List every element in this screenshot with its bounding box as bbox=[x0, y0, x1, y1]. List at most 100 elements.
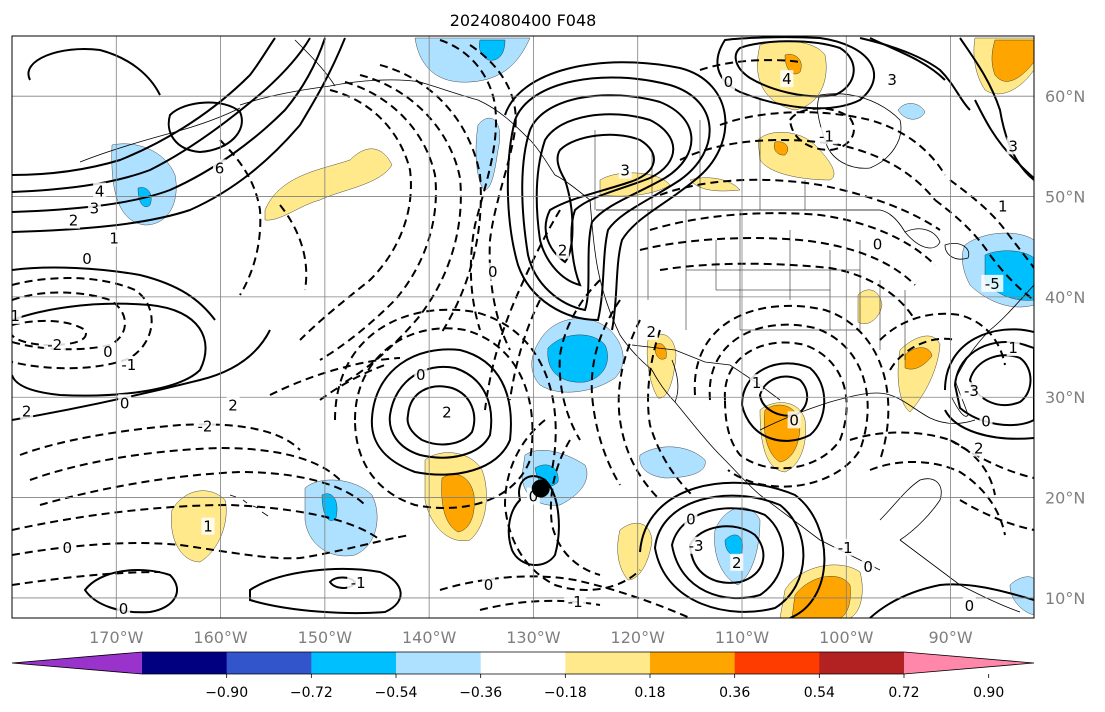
bering-coast bbox=[294, 39, 336, 87]
contour-label: -3 bbox=[689, 537, 704, 555]
contour-label-background bbox=[871, 235, 885, 253]
dcontour-north-pacific-loop-2 bbox=[439, 39, 497, 331]
contour-aleutian-high-1 bbox=[12, 37, 346, 233]
contour-label: 2 bbox=[974, 439, 984, 457]
contour-label-background bbox=[979, 412, 993, 430]
colorbar-segment bbox=[565, 652, 651, 674]
contour-subtropical-low-inner bbox=[406, 385, 476, 446]
contour-south-high-3 bbox=[639, 481, 826, 618]
colorbar-segment bbox=[142, 652, 228, 674]
negative-contours bbox=[12, 39, 1034, 618]
contour-label: 0 bbox=[965, 597, 975, 615]
contour-label: -1 bbox=[351, 574, 366, 592]
contour-label-background bbox=[564, 592, 587, 610]
contour-label-background bbox=[834, 538, 857, 556]
dcontour-mexico-ring-3 bbox=[693, 304, 890, 461]
colorbar-tick-label: 0.36 bbox=[719, 685, 750, 701]
contour-label-background bbox=[118, 394, 132, 412]
dcontour-west-low-2 bbox=[12, 277, 153, 370]
longitude-tick-label: 110°W bbox=[715, 628, 770, 647]
dcontour-east-pacific-1 bbox=[484, 209, 561, 411]
longitude-tick-labels: 170°W 160°W 150°W 140°W 130°W 120°W 110°W 100°W… bbox=[89, 628, 973, 647]
contour-label-background bbox=[996, 197, 1010, 215]
contour-pacific-high-west bbox=[12, 302, 207, 397]
contour-label-background bbox=[787, 411, 801, 429]
contour-east-low-inner bbox=[968, 354, 1032, 406]
dcontour-south-east-1 bbox=[439, 575, 691, 618]
contour-north-central-2 bbox=[12, 266, 216, 321]
contour-south-pacific-1 bbox=[249, 568, 402, 615]
contour-label-background bbox=[486, 262, 500, 280]
contour-label: 0 bbox=[789, 411, 799, 429]
dcontour-south-pacific-1 bbox=[12, 534, 411, 560]
dcontour-baja-1 bbox=[558, 279, 601, 441]
dcontour-northeast-2 bbox=[949, 179, 1034, 269]
contour-label: 1 bbox=[109, 230, 119, 248]
dcontour-us-plains-1 bbox=[639, 237, 916, 286]
contour-label: 2 bbox=[558, 242, 568, 260]
contour-label: 1 bbox=[10, 307, 20, 325]
contour-label: -2 bbox=[47, 336, 62, 354]
latitude-tick-label: 30°N bbox=[1045, 388, 1085, 407]
contour-label-background bbox=[80, 249, 94, 267]
contour-label: 0 bbox=[120, 394, 130, 412]
contour-south-high-1 bbox=[670, 507, 785, 600]
dcontour-subtropic-ring-2 bbox=[334, 308, 557, 471]
contour-label: -5 bbox=[985, 275, 1000, 293]
contour-label: 2 bbox=[732, 554, 742, 572]
shade-orange-hudson bbox=[774, 141, 788, 156]
contour-label: 0 bbox=[863, 558, 873, 576]
contour-label-background bbox=[1006, 339, 1020, 357]
contour-south-pacific-1b bbox=[83, 569, 179, 614]
contour-label: -1 bbox=[819, 127, 834, 145]
contour-label-background bbox=[414, 366, 428, 384]
shade-cyan-west-pacific bbox=[321, 493, 338, 521]
contour-label: -2 bbox=[197, 417, 212, 435]
contour-aleutian-high-3 bbox=[12, 37, 311, 193]
dcontour-gulf-1 bbox=[849, 431, 996, 496]
contour-label: 2 bbox=[228, 396, 238, 414]
contour-label-background bbox=[644, 323, 658, 341]
gulf-coast bbox=[759, 392, 976, 431]
dcontour-caribbean-1 bbox=[949, 439, 1034, 479]
contour-label-background bbox=[684, 510, 698, 528]
shade-orange-central-pacific bbox=[441, 474, 475, 533]
colorbar-tick-label: −0.90 bbox=[205, 685, 248, 701]
contour-label-background bbox=[482, 575, 496, 593]
contour-ridge-pacific-nw-1 bbox=[535, 113, 675, 287]
contour-east-low-3 bbox=[944, 409, 1034, 440]
contour-label: 1 bbox=[998, 198, 1008, 216]
colorbar-segment bbox=[819, 652, 905, 674]
colorbar-segment bbox=[734, 652, 820, 674]
contour-east-low-1 bbox=[953, 340, 1034, 427]
contour-far-southeast bbox=[869, 583, 1034, 618]
contour-label-background bbox=[962, 596, 976, 614]
longitude-tick-label: 120°W bbox=[611, 628, 666, 647]
dcontour-west-pacific-3 bbox=[29, 446, 341, 481]
contour-label: 1 bbox=[752, 374, 762, 392]
longitude-tick-label: 130°W bbox=[506, 628, 561, 647]
colorbar-tick-label: −0.18 bbox=[544, 685, 587, 701]
colorbar-tick-label: 0.90 bbox=[973, 685, 1004, 701]
positive-contours bbox=[12, 36, 1034, 618]
dcontour-gulf-2 bbox=[869, 461, 1006, 536]
contour-ridge-pacific-nw-2 bbox=[521, 94, 693, 312]
dcontour-west-low-1 bbox=[12, 291, 126, 351]
contour-ridge-pacific-nw-inner bbox=[544, 133, 655, 264]
hudson-bay bbox=[817, 93, 902, 169]
dcontour-west-pacific-4 bbox=[39, 470, 366, 506]
contour-label-background bbox=[780, 70, 794, 88]
contour-ridge-pacific-nw-4 bbox=[504, 61, 727, 331]
latitude-tick-label: 20°N bbox=[1045, 489, 1085, 508]
map-frame bbox=[11, 35, 1035, 619]
map-title: 2024080400 F048 bbox=[450, 11, 597, 30]
contour-label-background bbox=[685, 536, 708, 554]
dcontour-baja-3 bbox=[617, 319, 661, 501]
contour-south-high-2 bbox=[653, 494, 805, 613]
colorbar-segment bbox=[311, 652, 397, 674]
shade-yellow-nw-canada-b bbox=[689, 177, 741, 192]
contour-east-high-2 bbox=[974, 99, 1034, 179]
contour-label: 0 bbox=[981, 412, 991, 430]
